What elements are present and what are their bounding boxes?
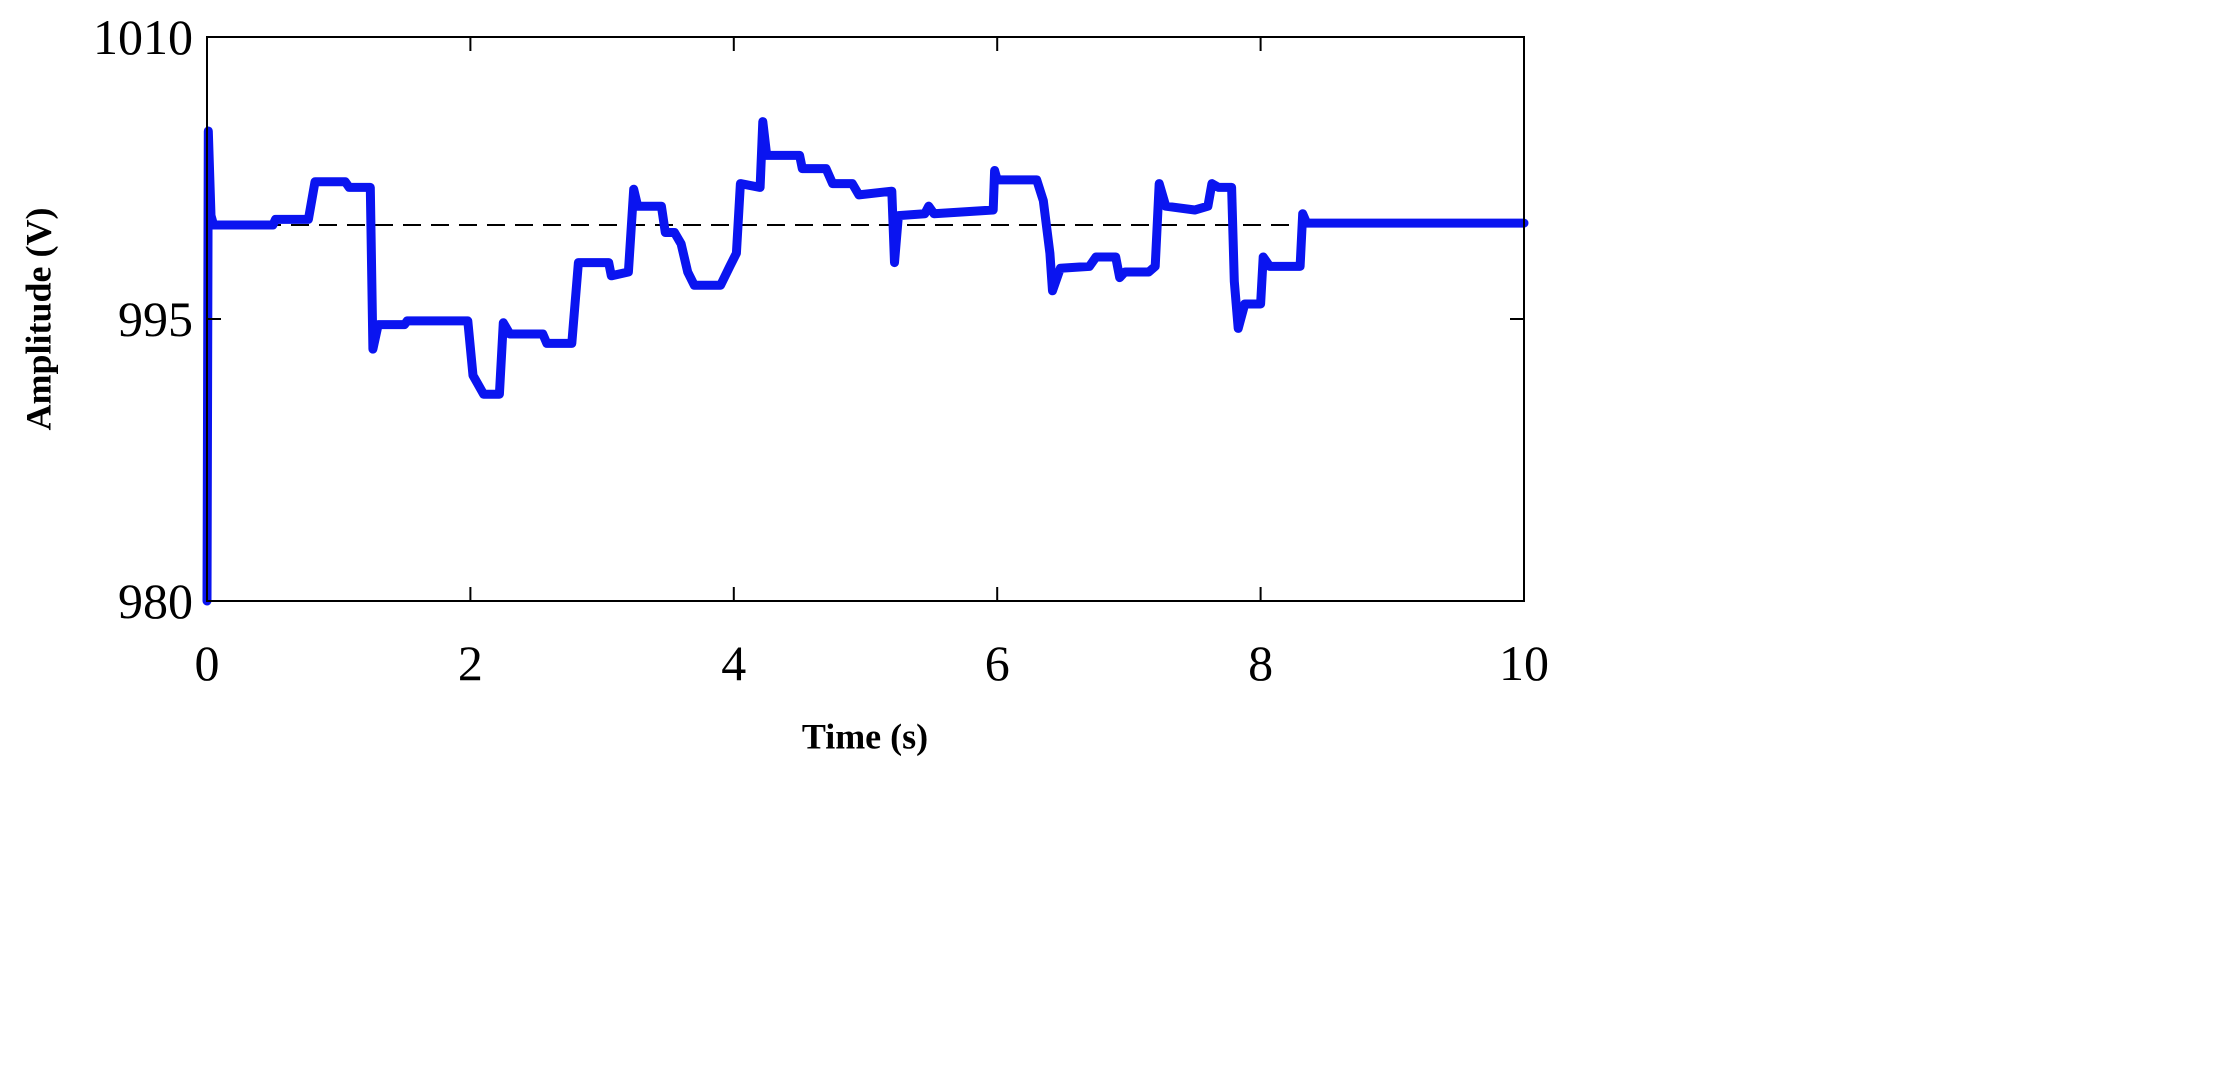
y-tick-label: 980 — [118, 573, 193, 629]
data-line — [202, 117, 1529, 606]
y-tick-label: 1010 — [93, 9, 193, 65]
x-tick-label: 4 — [721, 635, 746, 691]
x-tick-label: 2 — [458, 635, 483, 691]
x-tick-label: 8 — [1248, 635, 1273, 691]
x-axis-label: Time (s) — [802, 716, 928, 756]
x-tick-label: 10 — [1499, 635, 1549, 691]
y-axis-label: Amplitude (V) — [18, 208, 58, 431]
x-tick-label: 6 — [985, 635, 1010, 691]
y-tick-label: 995 — [118, 291, 193, 347]
x-tick-label: 0 — [195, 635, 220, 691]
